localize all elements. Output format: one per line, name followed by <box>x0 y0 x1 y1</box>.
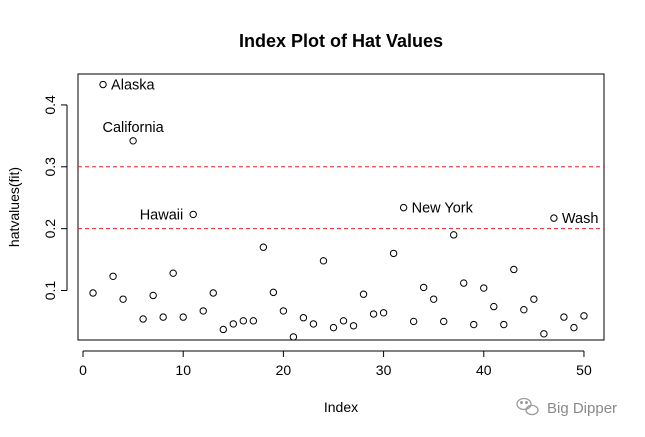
data-point <box>349 322 358 330</box>
data-point <box>129 137 137 145</box>
data-point <box>239 317 248 325</box>
data-point <box>309 320 318 328</box>
x-tick-label: 40 <box>476 362 492 378</box>
data-point <box>510 265 518 274</box>
data-point <box>419 283 428 292</box>
x-tick-label: 50 <box>576 362 592 378</box>
x-tick-label: 20 <box>276 362 292 378</box>
data-point <box>179 313 187 321</box>
data-point <box>439 317 448 326</box>
y-axis-label: hatvalues(fit) <box>6 167 22 247</box>
data-point <box>500 320 508 329</box>
data-point <box>540 330 548 338</box>
data-point <box>369 310 378 318</box>
data-points <box>89 80 588 341</box>
x-axis: 0 10 20 30 40 50 <box>79 350 592 378</box>
wechat-icon <box>516 397 539 416</box>
data-point <box>530 295 538 303</box>
x-tick-label: 0 <box>79 362 87 378</box>
data-point <box>199 307 207 315</box>
data-point <box>159 313 167 321</box>
chart-title: Index Plot of Hat Values <box>239 31 443 51</box>
plot-frame <box>77 73 605 341</box>
data-point <box>229 320 237 328</box>
x-tick-label: 30 <box>376 362 392 378</box>
data-point <box>470 320 478 329</box>
reference-lines <box>78 166 604 230</box>
data-point <box>259 243 268 251</box>
point-annotation: California <box>102 120 164 136</box>
data-point <box>289 333 298 341</box>
data-point <box>189 210 197 219</box>
data-point <box>299 314 308 322</box>
data-point <box>89 289 97 297</box>
x-axis-label: Index <box>324 399 358 415</box>
data-point <box>109 272 117 280</box>
data-point <box>149 291 157 300</box>
data-point <box>339 317 348 325</box>
point-annotation: New York <box>412 201 474 217</box>
data-point <box>550 214 558 222</box>
data-point <box>450 231 458 239</box>
point-annotation: Alaska <box>111 78 155 94</box>
data-point <box>389 249 398 258</box>
data-point <box>429 295 438 303</box>
data-point <box>169 269 177 277</box>
data-point <box>490 302 498 311</box>
data-point <box>399 203 408 212</box>
data-point <box>379 309 388 317</box>
data-point <box>409 317 418 326</box>
y-tick-label: 0.4 <box>42 95 58 115</box>
point-annotation: Wash <box>562 211 599 227</box>
point-annotation: Hawaii <box>140 207 184 223</box>
data-point <box>570 323 578 332</box>
data-point <box>249 317 258 325</box>
y-tick-label: 0.3 <box>42 157 58 177</box>
data-point <box>460 279 468 287</box>
data-point <box>319 257 328 265</box>
y-axis: 0.1 0.2 0.3 0.4 <box>42 95 68 301</box>
data-point <box>139 315 147 323</box>
data-point <box>219 325 227 334</box>
data-point <box>520 305 528 314</box>
data-point <box>269 288 278 297</box>
data-point <box>359 290 368 298</box>
data-point <box>329 323 338 332</box>
data-point <box>119 295 127 303</box>
data-point <box>580 312 588 320</box>
data-point <box>279 307 288 315</box>
data-point <box>209 289 217 297</box>
watermark-label: Big Dipper <box>547 400 617 417</box>
point-annotations: Alaska California Hawaii New York Wash <box>102 78 598 228</box>
data-point <box>99 80 107 89</box>
data-point <box>480 284 488 292</box>
y-tick-label: 0.1 <box>42 281 58 301</box>
y-tick-label: 0.2 <box>42 219 58 239</box>
x-tick-label: 10 <box>175 362 191 378</box>
watermark: Big Dipper <box>516 397 617 417</box>
data-point <box>560 313 568 321</box>
